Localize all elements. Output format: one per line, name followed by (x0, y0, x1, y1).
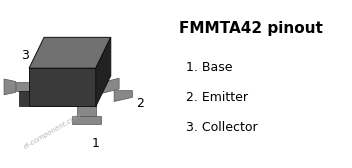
Polygon shape (29, 68, 96, 107)
Polygon shape (29, 37, 111, 68)
Text: 1. Base: 1. Base (186, 61, 232, 74)
Text: 1: 1 (92, 137, 100, 150)
Text: 2. Emitter: 2. Emitter (186, 91, 248, 104)
Polygon shape (16, 82, 29, 92)
Text: FMMTA42 pinout: FMMTA42 pinout (179, 21, 323, 36)
Text: 3. Collector: 3. Collector (186, 121, 257, 134)
Polygon shape (96, 37, 111, 107)
Text: el-component.com: el-component.com (23, 112, 82, 150)
Polygon shape (4, 79, 16, 95)
Polygon shape (114, 91, 132, 101)
Polygon shape (77, 107, 96, 116)
Polygon shape (73, 116, 101, 124)
Polygon shape (96, 78, 119, 95)
Text: 2: 2 (136, 97, 144, 111)
Text: 3: 3 (21, 49, 29, 62)
Polygon shape (19, 92, 29, 107)
